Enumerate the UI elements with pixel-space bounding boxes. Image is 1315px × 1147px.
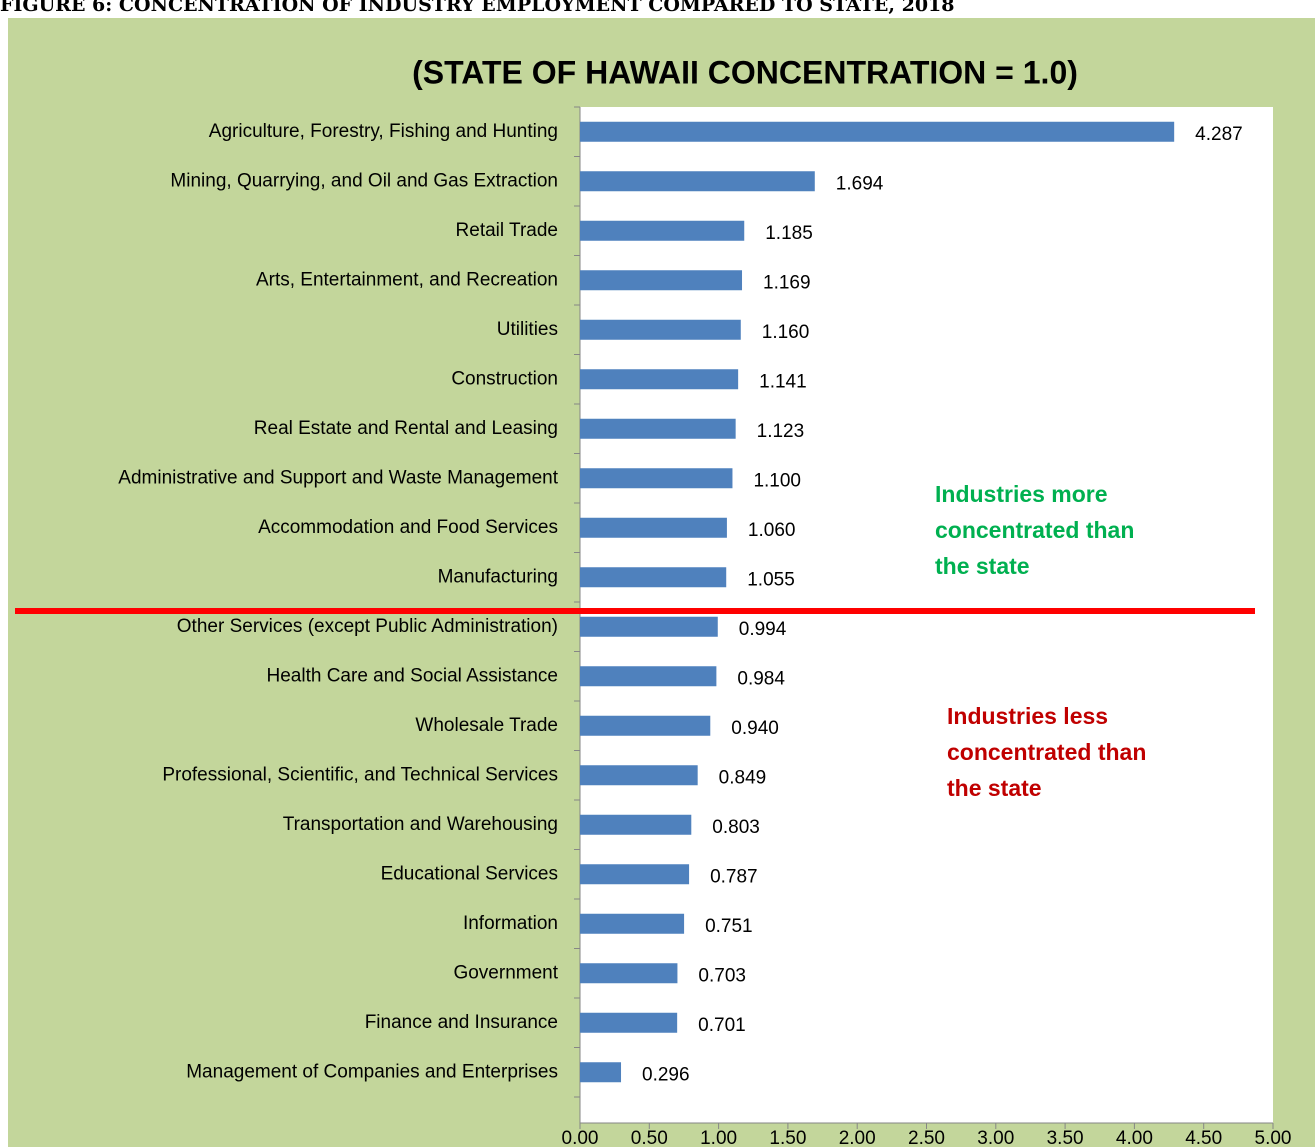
plot-area bbox=[580, 107, 1273, 1123]
value-label: 1.169 bbox=[763, 272, 811, 293]
bar bbox=[580, 418, 736, 439]
bar bbox=[580, 270, 743, 291]
bar bbox=[580, 369, 739, 390]
value-label: 1.185 bbox=[765, 223, 813, 244]
bar bbox=[580, 765, 698, 786]
annotation: Industries more bbox=[935, 481, 1108, 507]
value-label: 4.287 bbox=[1195, 124, 1243, 145]
y-tick-label: Educational Services bbox=[381, 863, 558, 884]
x-tick-label: 0.50 bbox=[631, 1128, 668, 1147]
value-label: 0.701 bbox=[698, 1015, 746, 1036]
x-tick-label: 3.00 bbox=[977, 1128, 1014, 1147]
value-label: 1.160 bbox=[762, 322, 810, 343]
x-tick-label: 0.00 bbox=[562, 1128, 599, 1147]
y-tick-label: Administrative and Support and Waste Man… bbox=[118, 467, 558, 488]
value-label: 1.060 bbox=[748, 520, 796, 541]
y-tick-label: Management of Companies and Enterprises bbox=[186, 1061, 558, 1082]
x-tick-label: 1.00 bbox=[700, 1128, 737, 1147]
y-tick-label: Transportation and Warehousing bbox=[283, 814, 558, 835]
y-tick-label: Wholesale Trade bbox=[415, 715, 558, 736]
bar bbox=[580, 517, 727, 538]
annotation: Industries less bbox=[947, 703, 1108, 729]
value-label: 0.296 bbox=[642, 1064, 690, 1085]
bar bbox=[580, 121, 1175, 142]
bar bbox=[580, 319, 741, 340]
bar bbox=[580, 567, 727, 588]
bar bbox=[580, 913, 685, 934]
bar bbox=[580, 814, 692, 835]
chart-subtitle: (STATE OF HAWAII CONCENTRATION = 1.0) bbox=[412, 54, 1078, 90]
value-label: 0.994 bbox=[739, 619, 787, 640]
annotation: concentrated than bbox=[935, 517, 1134, 543]
annotation: concentrated than bbox=[947, 739, 1146, 765]
chart-title: FIGURE 6: CONCENTRATION OF INDUSTRY EMPL… bbox=[0, 0, 955, 16]
x-tick-label: 3.50 bbox=[1047, 1128, 1084, 1147]
y-tick-label: Arts, Entertainment, and Recreation bbox=[256, 269, 558, 290]
value-label: 0.703 bbox=[698, 965, 746, 986]
y-tick-label: Retail Trade bbox=[456, 220, 558, 241]
value-label: 1.123 bbox=[757, 421, 805, 442]
value-label: 0.984 bbox=[737, 668, 785, 689]
bar bbox=[580, 715, 711, 736]
x-tick-label: 1.50 bbox=[769, 1128, 806, 1147]
value-label: 1.100 bbox=[753, 470, 801, 491]
x-tick-label: 4.00 bbox=[1116, 1128, 1153, 1147]
x-tick-label: 2.50 bbox=[908, 1128, 945, 1147]
y-tick-label: Health Care and Social Assistance bbox=[267, 665, 559, 686]
y-tick-label: Utilities bbox=[497, 319, 558, 340]
value-label: 1.055 bbox=[747, 569, 795, 590]
value-label: 1.141 bbox=[759, 371, 807, 392]
value-label: 0.787 bbox=[710, 866, 758, 887]
bar bbox=[580, 1062, 622, 1083]
y-tick-label: Government bbox=[453, 962, 558, 983]
y-tick-label: Accommodation and Food Services bbox=[258, 517, 558, 538]
bar bbox=[580, 963, 678, 984]
y-tick-label: Manufacturing bbox=[438, 566, 558, 587]
y-tick-label: Information bbox=[463, 913, 558, 934]
bar bbox=[580, 220, 745, 241]
value-label: 0.940 bbox=[731, 718, 779, 739]
value-label: 0.751 bbox=[705, 916, 753, 937]
bar bbox=[580, 666, 717, 687]
bar bbox=[580, 864, 690, 885]
annotation: the state bbox=[947, 775, 1042, 801]
annotation: the state bbox=[935, 553, 1030, 579]
value-label: 0.849 bbox=[719, 767, 767, 788]
x-tick-label: 2.00 bbox=[839, 1128, 876, 1147]
x-tick-label: 4.50 bbox=[1185, 1128, 1222, 1147]
y-tick-label: Agriculture, Forestry, Fishing and Hunti… bbox=[209, 121, 558, 142]
x-tick-label: 5.00 bbox=[1255, 1128, 1292, 1147]
y-tick-label: Other Services (except Public Administra… bbox=[177, 616, 558, 637]
y-tick-label: Finance and Insurance bbox=[365, 1012, 558, 1033]
bar bbox=[580, 616, 718, 637]
bar bbox=[580, 1012, 678, 1033]
y-tick-label: Professional, Scientific, and Technical … bbox=[162, 764, 558, 785]
value-label: 1.694 bbox=[836, 173, 884, 194]
value-label: 0.803 bbox=[712, 817, 760, 838]
y-tick-label: Construction bbox=[451, 368, 558, 389]
y-tick-label: Real Estate and Rental and Leasing bbox=[254, 418, 558, 439]
bar bbox=[580, 171, 815, 192]
y-tick-label: Mining, Quarrying, and Oil and Gas Extra… bbox=[170, 170, 558, 191]
bar bbox=[580, 468, 733, 489]
